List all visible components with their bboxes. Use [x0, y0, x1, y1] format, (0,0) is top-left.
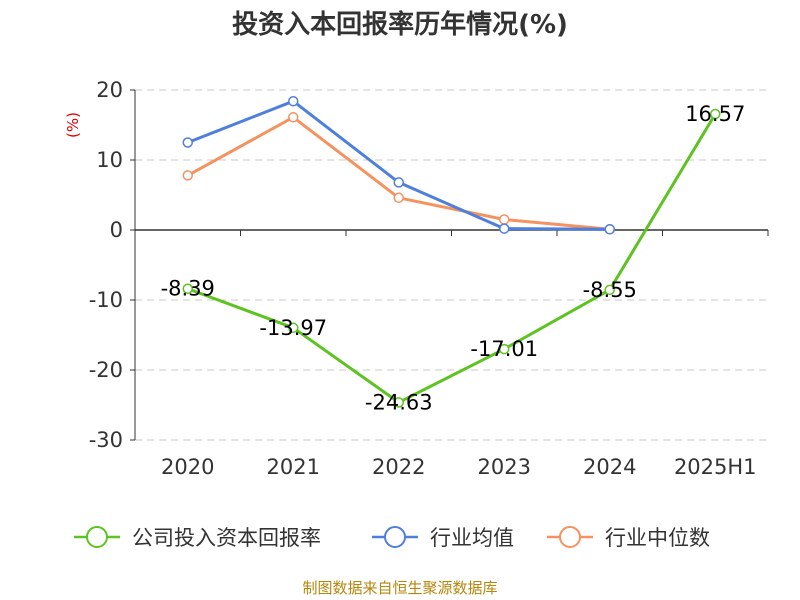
- y-tick-label-2: 0: [110, 218, 123, 242]
- data-label-0: -8.39: [161, 277, 215, 301]
- series-0-point-3: [499, 343, 510, 355]
- x-tick-label-3: 2023: [478, 455, 531, 479]
- legend-marker-2: [559, 526, 581, 548]
- series-line-0: [187, 113, 717, 404]
- series-1-point-1: [288, 95, 299, 107]
- series-0-point-4: [604, 284, 615, 296]
- data-label-4: -8.55: [583, 278, 637, 302]
- series-1-point-4: [604, 224, 615, 235]
- axes: 20 10 0 -10 -20 -30 2020 2021 2022 2023 2024 2025H1: [89, 78, 769, 479]
- y-axis-unit: (%): [64, 112, 82, 138]
- data-label-1: -13.97: [259, 316, 327, 340]
- chart-title: 投资入本回报率历年情况(%): [232, 9, 568, 40]
- series-2-point-1: [288, 112, 299, 123]
- data-label-2: -24.63: [365, 390, 433, 414]
- legend: 公司投入资本回报率 行业均值 行业中位数: [74, 526, 710, 550]
- series-2-point-2: [393, 192, 404, 204]
- y-tick-label-4: -20: [89, 358, 123, 382]
- x-tick-label-0: 2020: [161, 455, 214, 479]
- legend-label-0: 公司投入资本回报率: [132, 526, 321, 550]
- y-tick-label-1: 10: [96, 148, 123, 172]
- series-2-point-0: [182, 170, 193, 181]
- series-line-1: [187, 99, 610, 231]
- data-source: 制图数据来自恒生聚源数据库: [302, 579, 497, 597]
- y-tick-label-0: 20: [96, 78, 123, 102]
- series-1-point-3: [499, 223, 510, 234]
- series-2-point-3: [499, 214, 510, 225]
- data-label-3: -17.01: [470, 337, 538, 361]
- legend-marker-1: [384, 526, 406, 548]
- series-0-point-5: [710, 108, 721, 120]
- x-tick-label-4: 2024: [583, 455, 636, 479]
- x-tick-label-2: 2022: [372, 455, 425, 479]
- grid-lines: [135, 89, 768, 441]
- series-0-point-0: [182, 283, 193, 294]
- legend-marker-0: [86, 526, 108, 548]
- series-0-point-1: [288, 322, 299, 334]
- legend-label-1: 行业均值: [430, 526, 514, 550]
- series-0-point-2: [393, 397, 404, 408]
- x-tick-label-1: 2021: [267, 455, 320, 479]
- x-tick-label-5: 2025H1: [674, 455, 757, 479]
- series-line-2: [187, 115, 610, 231]
- y-tick-label-3: -10: [89, 288, 123, 312]
- series-1-point-0: [182, 137, 193, 148]
- series-1-point-2: [393, 177, 404, 188]
- data-label-5: 16.57: [685, 102, 745, 126]
- series-group: -8.39 -13.97 -24.63 -17.01 -8.55 16.57: [161, 95, 745, 414]
- y-tick-label-5: -30: [89, 428, 123, 452]
- legend-label-2: 行业中位数: [605, 526, 710, 550]
